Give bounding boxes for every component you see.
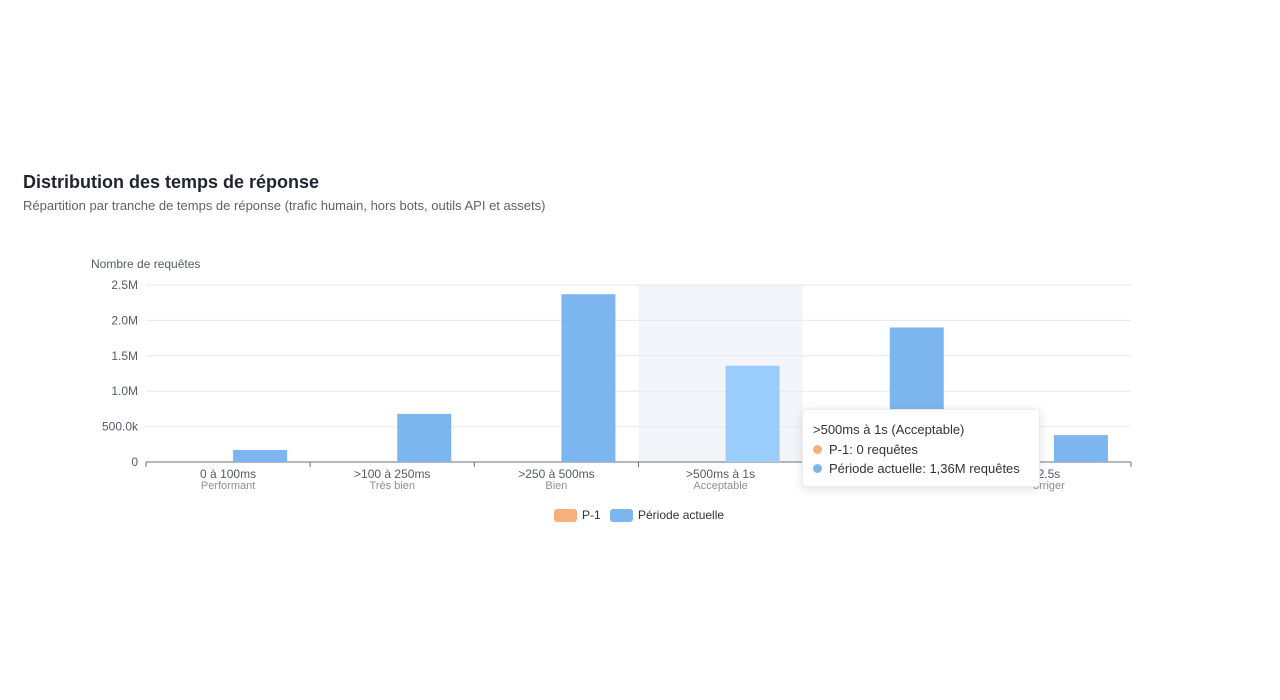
tooltip-row-current-text: Période actuelle: 1,36M requêtes: [829, 461, 1020, 476]
x-tick-label: 2.5s: [1038, 467, 1061, 481]
x-tick-sublabel: Bien: [545, 480, 567, 492]
legend-label-0: P-1: [582, 508, 601, 522]
x-tick-sublabel: Très bien: [370, 480, 415, 492]
y-tick-label: 1.0M: [111, 384, 138, 398]
y-tick-label: 500.0k: [102, 420, 139, 434]
x-tick-sublabel: orriger: [1033, 480, 1065, 492]
x-tick-label: >500ms à 1s: [686, 467, 755, 481]
legend-swatch-1: [610, 509, 633, 522]
current-marker-icon: [813, 464, 822, 473]
legend-label-1: Période actuelle: [638, 508, 724, 522]
x-tick-sublabel: Performant: [201, 480, 255, 492]
tooltip-row-current: Période actuelle: 1,36M requêtes: [813, 461, 1029, 476]
x-tick-label: >100 à 250ms: [354, 467, 430, 481]
tooltip-title: >500ms à 1s (Acceptable): [813, 422, 965, 437]
tooltip-row-p1: P-1: 0 requêtes: [813, 442, 1029, 457]
bar-current-period: [397, 413, 452, 462]
y-tick-label: 2.5M: [111, 278, 138, 292]
legend-swatch-0: [554, 509, 577, 522]
p1-marker-icon: [813, 445, 822, 454]
chart-subtitle: Répartition par tranche de temps de répo…: [23, 198, 546, 213]
chart-tooltip: >500ms à 1s (Acceptable) P-1: 0 requêtes…: [802, 409, 1040, 487]
tooltip-row-p1-text: P-1: 0 requêtes: [829, 442, 918, 457]
y-tick-label: 1.5M: [111, 349, 138, 363]
y-tick-label: 0: [131, 455, 138, 469]
x-tick-sublabel: Acceptable: [693, 480, 747, 492]
bar-current-period: [233, 449, 288, 462]
x-tick-label: 0 à 100ms: [200, 467, 256, 481]
chart-title: Distribution des temps de réponse: [23, 172, 320, 192]
y-tick-label: 2.0M: [111, 313, 138, 327]
x-tick-label: >250 à 500ms: [518, 467, 594, 481]
bar-current-period: [1053, 435, 1108, 462]
y-axis-label: Nombre de requêtes: [91, 257, 200, 271]
bar-current-period: [561, 294, 616, 462]
bar-current-period: [725, 365, 780, 462]
